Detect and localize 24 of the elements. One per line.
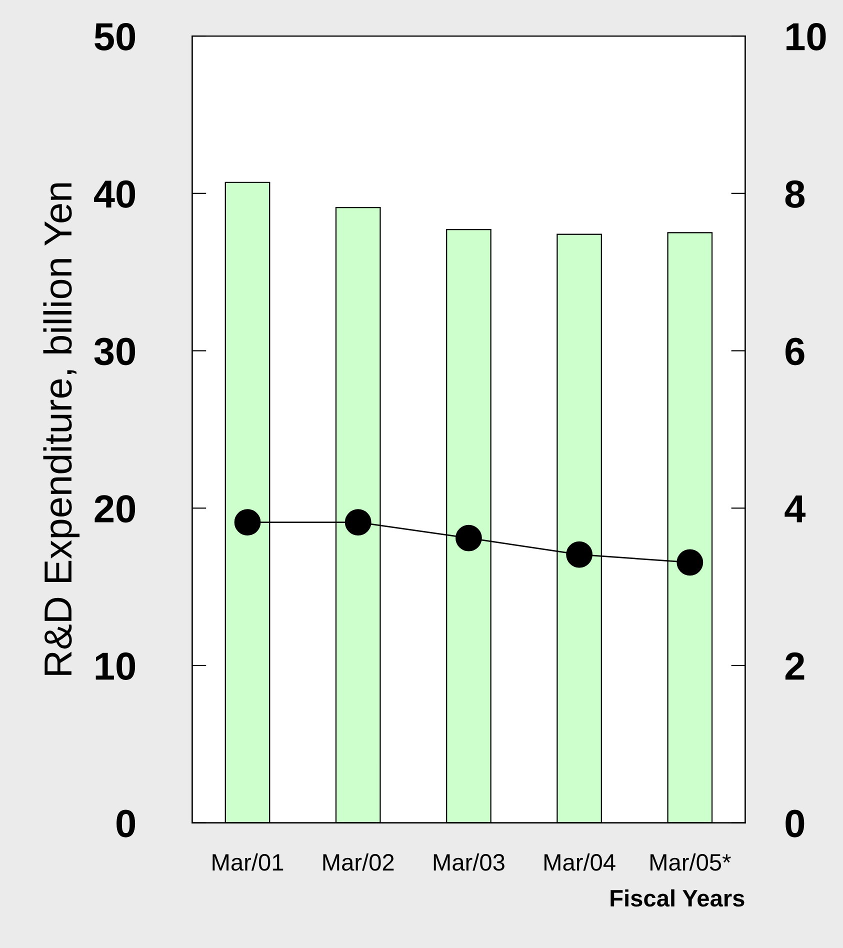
y-tick-label: 50: [94, 22, 136, 50]
y2-tick-label: 0: [786, 810, 804, 838]
point: [344, 509, 372, 536]
point: [234, 509, 261, 536]
y2-tick-label: 8: [785, 180, 805, 208]
y-tick-label: 40: [94, 180, 136, 208]
y2-tick-label: 6: [786, 338, 804, 366]
y-tick-label: 10: [96, 652, 136, 680]
y-axis-title: R&D Expenditure, billion Yen: [43, 183, 80, 675]
x-tick-label: Mar/03: [434, 853, 504, 871]
y-tick-label: 0: [116, 810, 136, 838]
y2-tick-label: 10: [786, 22, 826, 50]
point: [456, 524, 482, 552]
point: [676, 549, 704, 576]
point: [566, 541, 593, 568]
y-tick-label: 20: [94, 495, 136, 523]
x-tick-label: Mar/05*: [650, 853, 731, 871]
x-tick-label: Mar/04: [544, 853, 616, 871]
y-tick-label: 30: [94, 338, 136, 366]
x-tick-label: Mar/01: [212, 853, 284, 871]
x-axis-title: Fiscal Years: [610, 889, 744, 907]
y2-tick-label: 4: [784, 495, 806, 522]
x-tick-label: Mar/02: [323, 853, 394, 871]
y2-tick-label: 2: [785, 652, 804, 680]
